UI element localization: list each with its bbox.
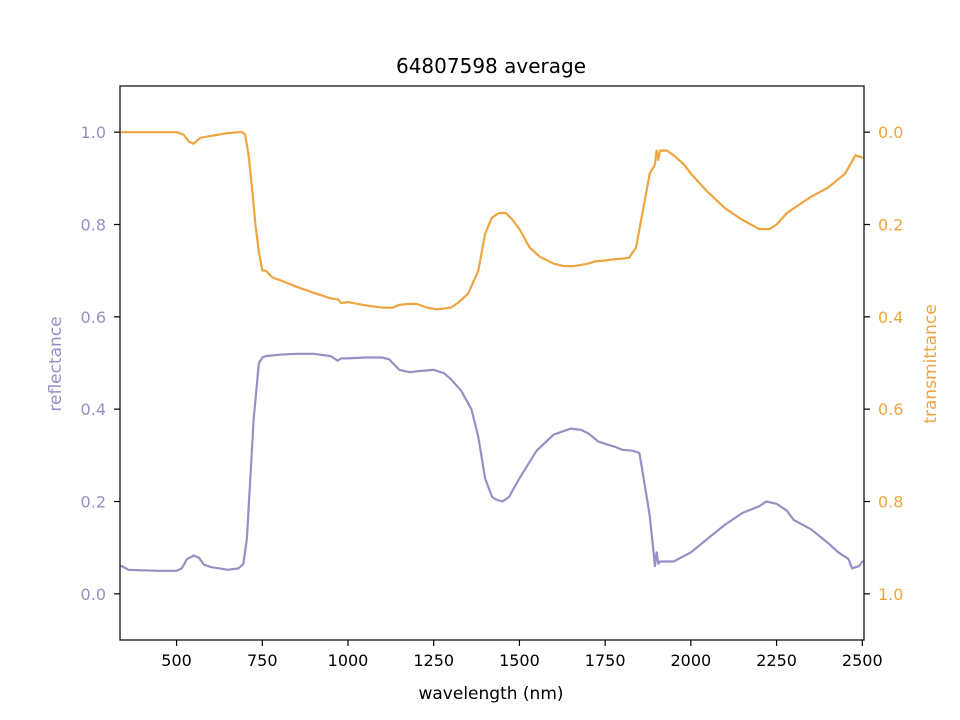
y2-tick-label: 0.6: [878, 400, 903, 419]
y-tick-label: 0.0: [81, 585, 106, 604]
y-tick-label: 1.0: [81, 123, 106, 142]
x-tick-label: 1000: [328, 651, 369, 670]
y2-tick-label: 1.0: [878, 585, 903, 604]
y-tick-label: 0.2: [81, 493, 106, 512]
plot-frame: [119, 85, 865, 641]
x-tick-label: 2250: [756, 651, 797, 670]
x-tick-label: 2000: [670, 651, 711, 670]
y2-tick-label: 0.4: [878, 308, 903, 327]
y-tick-label: 0.4: [81, 400, 106, 419]
transmittance-series-line: [120, 131, 864, 311]
series-layer: [120, 131, 864, 572]
y-axis-title: reflectance: [46, 316, 66, 411]
axes-layer: 500 750 1000 1250 1500 1750 2000 2250 2500 0.0 0.2…: [81, 85, 903, 670]
x-tick-label: 1500: [499, 651, 540, 670]
x-tick-label: 1250: [413, 651, 454, 670]
y2-tick-label: 0.0: [878, 123, 903, 142]
x-tick-label: 500: [161, 651, 192, 670]
x-axis-title: wavelength (nm): [418, 684, 563, 704]
x-tick-label: 1750: [585, 651, 626, 670]
y2-tick-label: 0.2: [878, 216, 903, 235]
y-tick-label: 0.8: [81, 216, 106, 235]
reflectance-series-line: [120, 352, 864, 572]
y2-axis-title: transmittance: [921, 304, 941, 423]
y-tick-label: 0.6: [81, 308, 106, 327]
chart-title: 64807598 average: [396, 54, 586, 78]
x-tick-label: 750: [247, 651, 278, 670]
x-tick-label: 2500: [842, 651, 883, 670]
y2-tick-label: 0.8: [878, 493, 903, 512]
